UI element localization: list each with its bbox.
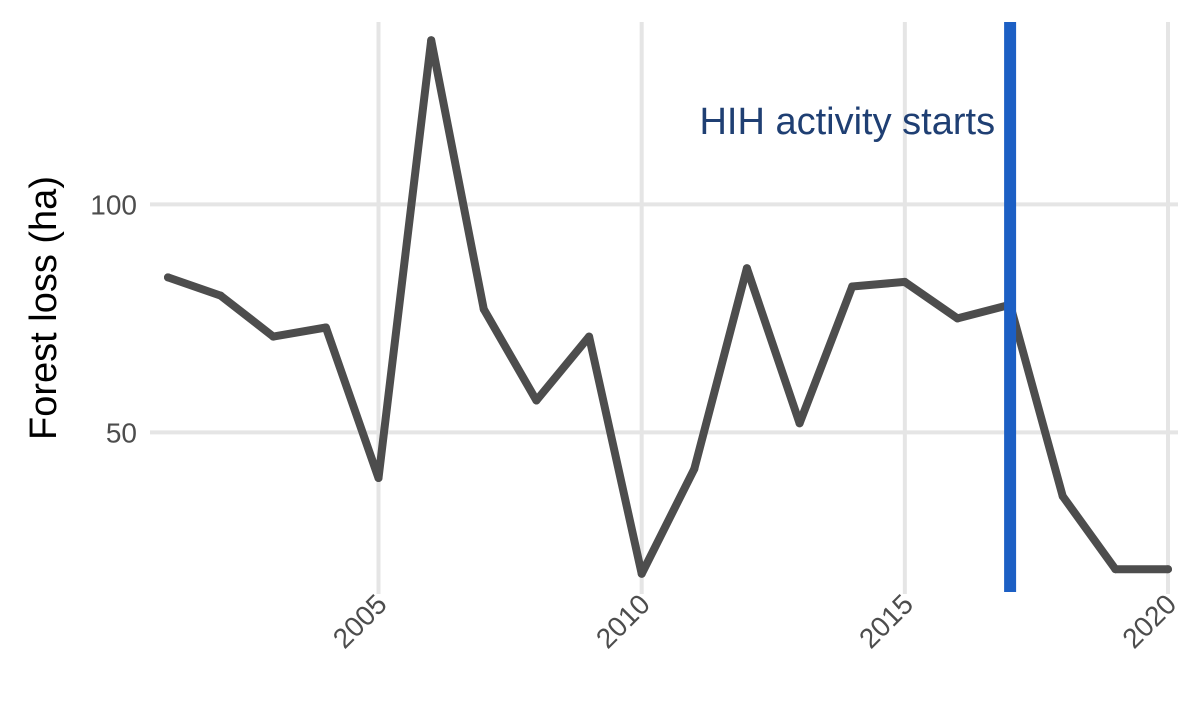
- data-point: [427, 36, 436, 45]
- annotation-layer: HIH activity starts: [699, 22, 1017, 592]
- y-tick-labels: 50 100: [90, 189, 137, 448]
- y-tick-label: 50: [106, 417, 137, 448]
- data-point: [848, 282, 857, 291]
- annotation-label: HIH activity starts: [699, 101, 995, 143]
- data-point: [637, 569, 646, 578]
- x-tick-labels: 2005 2010 2015 2020: [327, 588, 1182, 654]
- data-point: [1111, 565, 1120, 574]
- x-tick-label: 2015: [853, 588, 919, 654]
- grid-lines: [150, 22, 1178, 594]
- y-tick-label: 100: [90, 189, 137, 220]
- data-point: [374, 474, 383, 482]
- data-point: [1164, 565, 1172, 574]
- data-point: [795, 419, 804, 428]
- data-point: [216, 291, 225, 300]
- data-point: [900, 277, 909, 286]
- y-axis-title: Forest loss (ha): [23, 176, 65, 440]
- series-layer: [164, 36, 1172, 578]
- data-point: [479, 305, 488, 314]
- data-point: [532, 396, 541, 405]
- x-tick-label: 2010: [590, 588, 656, 654]
- data-point: [690, 464, 699, 473]
- data-point: [742, 264, 751, 273]
- data-point: [585, 332, 594, 341]
- x-tick-label: 2020: [1116, 588, 1182, 654]
- series-line: [164, 36, 1172, 578]
- data-point: [269, 332, 278, 341]
- data-point: [1058, 492, 1067, 501]
- x-tick-label: 2005: [327, 588, 393, 654]
- data-point: [321, 323, 330, 332]
- data-point: [164, 273, 172, 282]
- data-point: [953, 314, 962, 323]
